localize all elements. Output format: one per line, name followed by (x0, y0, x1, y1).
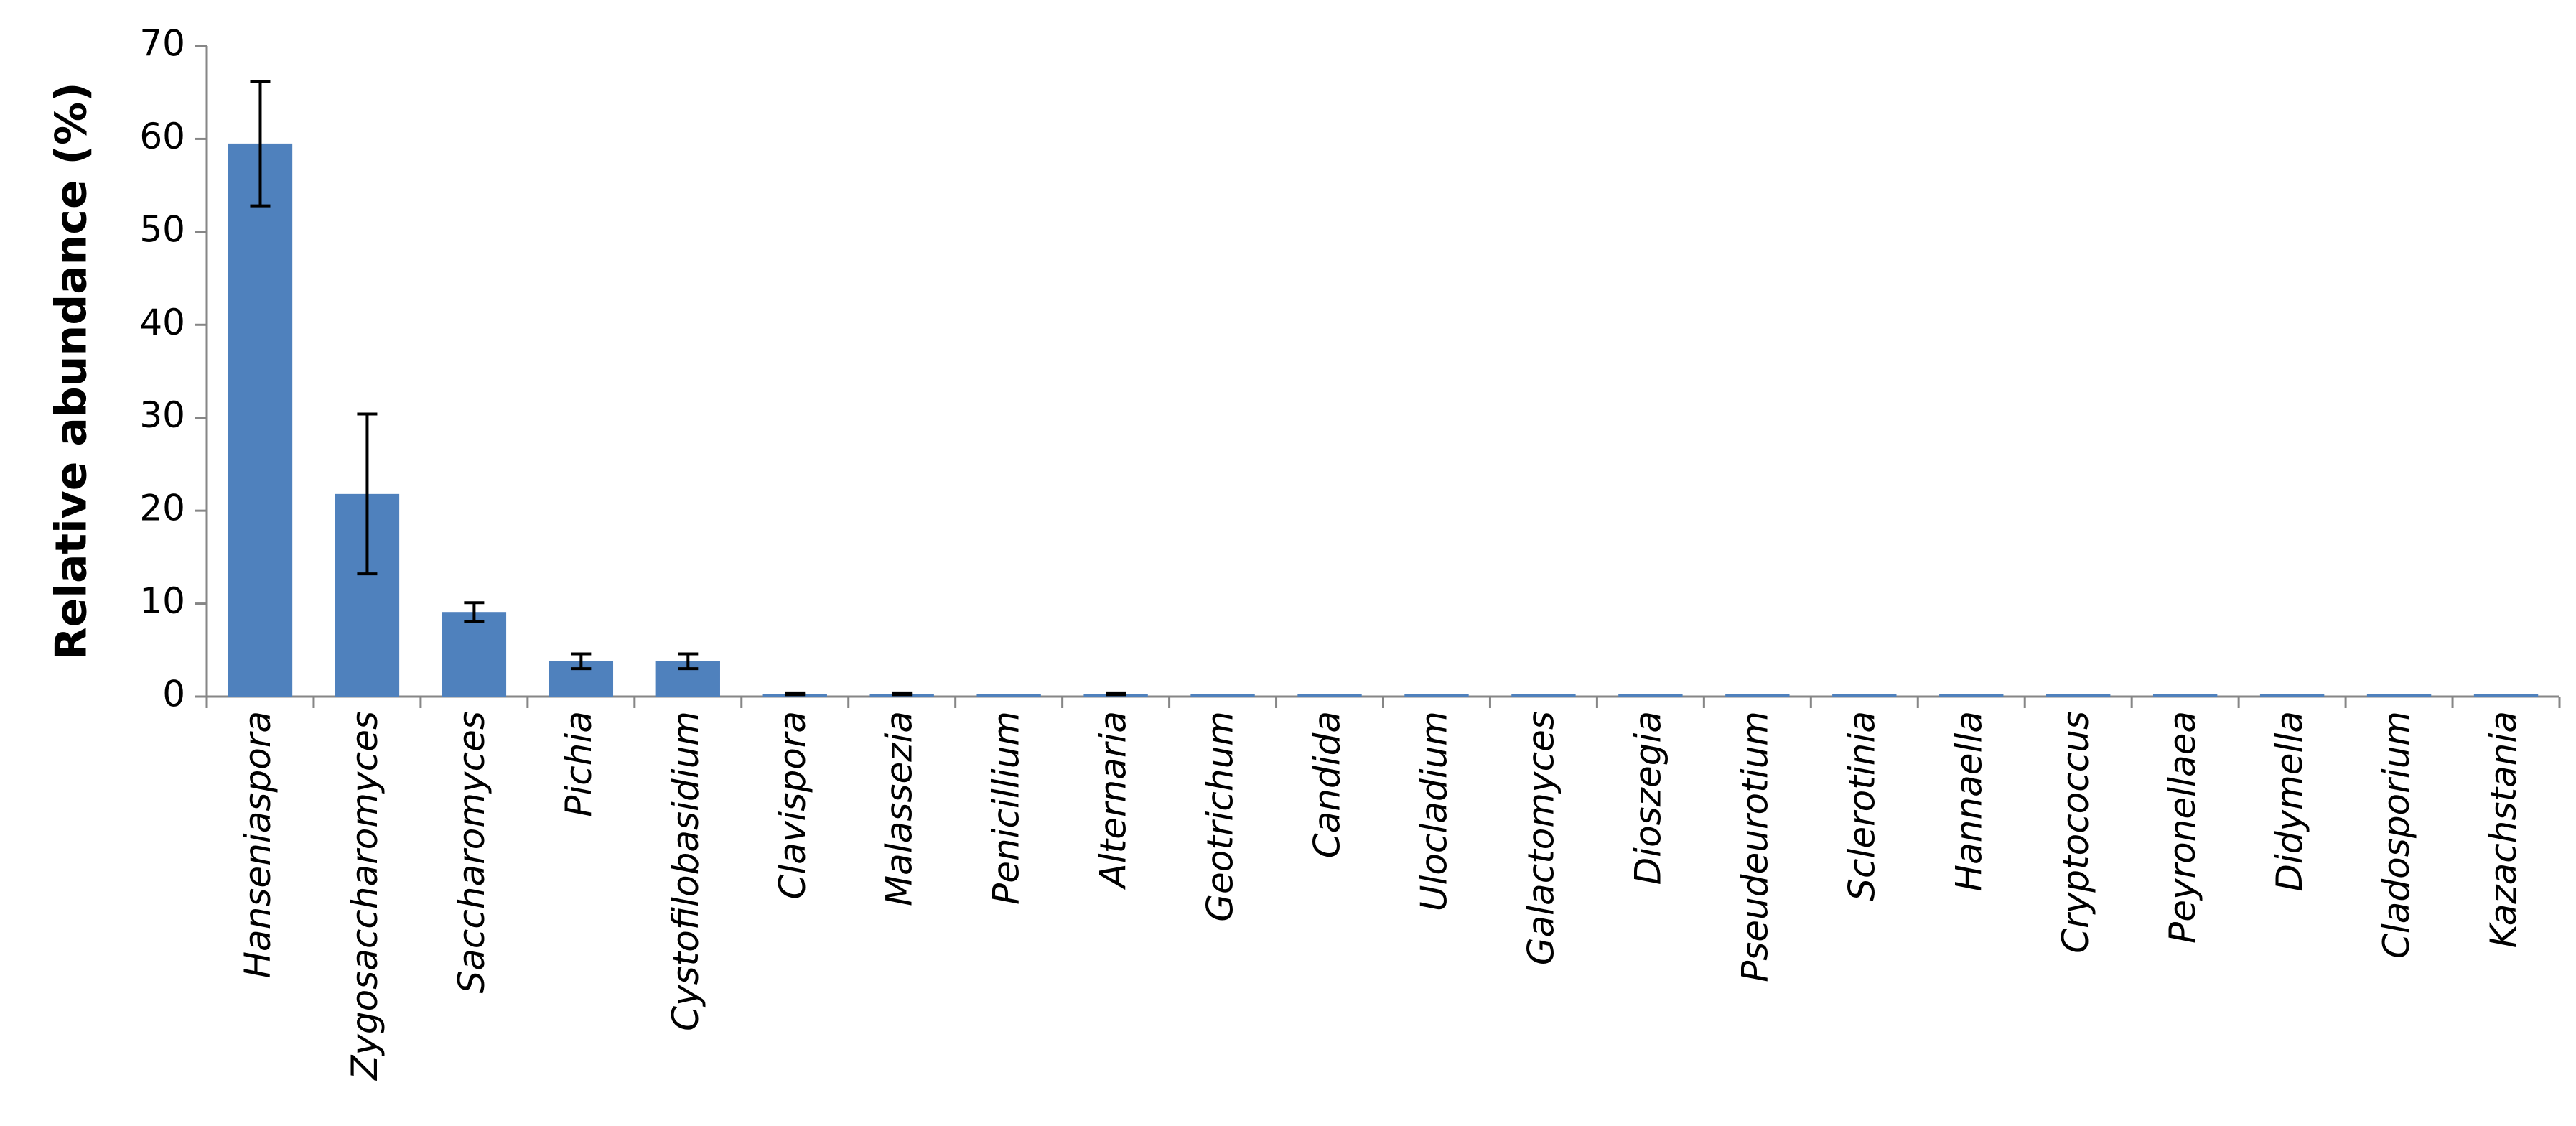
x-tick-label: Galactomyces (1520, 711, 1562, 965)
x-tick-label: Cryptococcus (2055, 711, 2096, 954)
y-tick-label: 60 (139, 116, 185, 157)
x-tick-label: Dioszegia (1627, 711, 1669, 885)
bar (2473, 694, 2539, 697)
x-tick-label: Didymella (2269, 711, 2310, 892)
x-tick-label: Peyronellaea (2162, 711, 2203, 944)
bar (1190, 694, 1255, 697)
y-tick-label: 30 (139, 394, 185, 436)
y-tick-label: 40 (139, 302, 185, 343)
x-tick-label: Ulocladium (1413, 711, 1455, 911)
x-tick-label: Kazachstania (2483, 711, 2524, 948)
x-tick-label: Hanseniaspora (237, 711, 279, 979)
bar (442, 612, 507, 697)
bar (1404, 694, 1469, 697)
y-tick-label: 0 (162, 674, 185, 715)
x-tick-label: Candida (1307, 711, 1348, 858)
y-tick-label: 20 (139, 488, 185, 529)
x-tick-label: Geotrichum (1200, 711, 1241, 922)
bar (228, 143, 293, 697)
x-tick-label: Sclerotinia (1841, 711, 1882, 901)
x-tick-label: Cystofilobasidium (665, 711, 706, 1031)
x-tick-label: Pichia (558, 711, 599, 817)
bar (2152, 694, 2218, 697)
bar (1725, 694, 1790, 697)
x-tick-label: Malassezia (879, 711, 920, 906)
bar (2046, 694, 2111, 697)
x-tick-label: Zygosaccharomyces (344, 711, 386, 1081)
x-tick-label: Pseudeurotium (1734, 711, 1775, 982)
bar (2259, 694, 2325, 697)
bar (1297, 694, 1362, 697)
x-tick-label: Alternaria (1093, 711, 1134, 890)
bar (1832, 694, 1897, 697)
bar (1939, 694, 2004, 697)
x-tick-label: Penicillium (986, 711, 1027, 905)
y-tick-label: 70 (139, 23, 185, 65)
bar (1511, 694, 1576, 697)
y-tick-label: 50 (139, 208, 185, 250)
bar (976, 694, 1041, 697)
x-tick-label: Saccharomyces (451, 711, 493, 993)
y-axis-label: Relative abundance (%) (47, 82, 97, 660)
y-tick-label: 10 (139, 580, 185, 622)
x-tick-label: Hannaella (1948, 711, 1989, 891)
x-tick-label: Clavispora (772, 711, 813, 900)
x-tick-label: Cladosporium (2376, 711, 2417, 959)
bar (2366, 694, 2432, 697)
bar (1618, 694, 1683, 697)
